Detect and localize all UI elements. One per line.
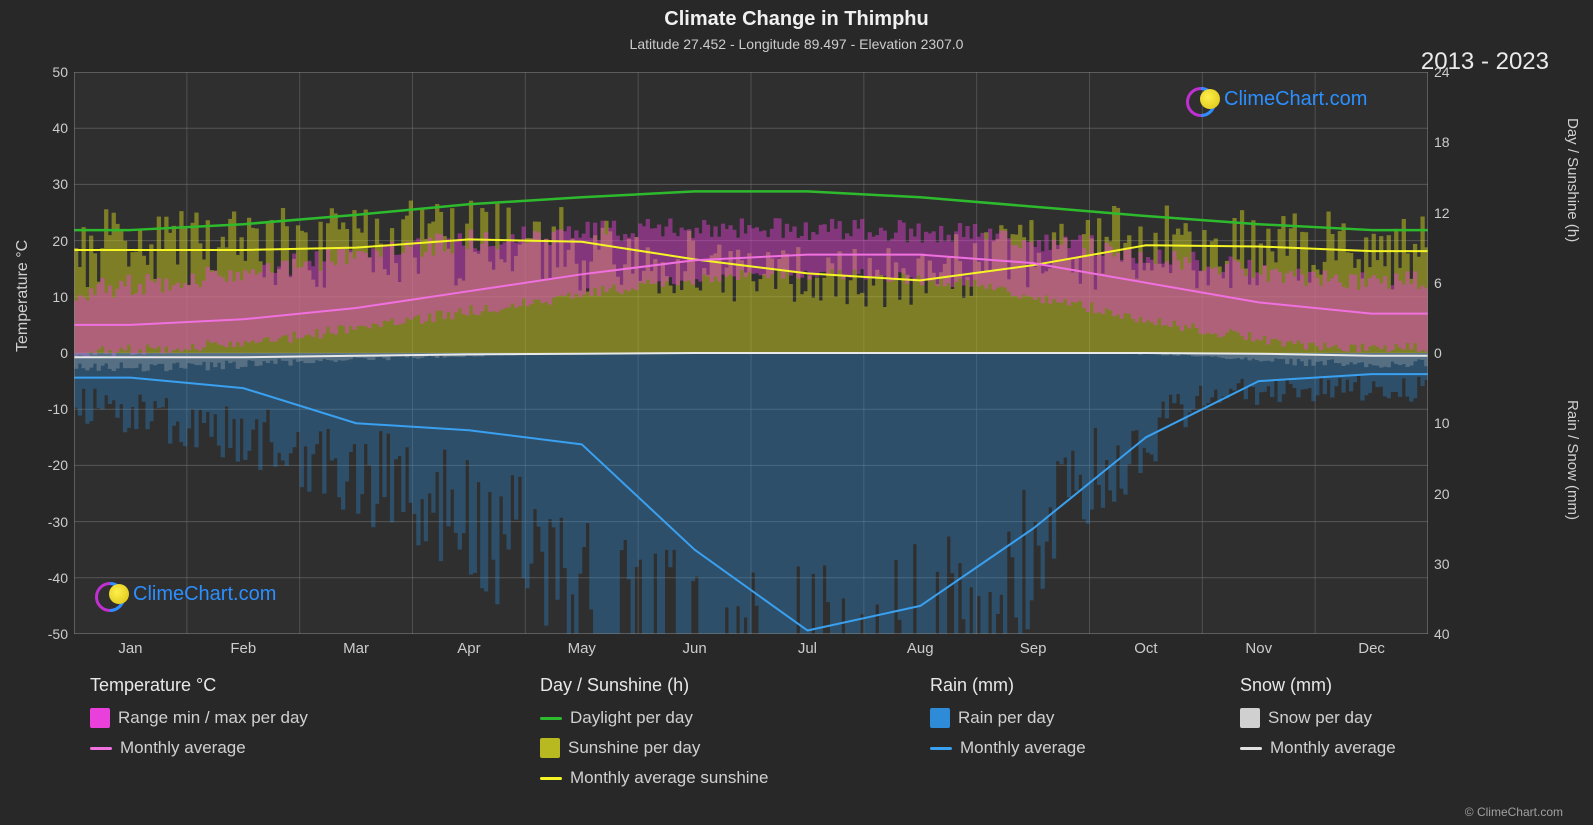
legend-label: Monthly average — [120, 738, 246, 758]
climechart-logo-icon — [1186, 85, 1218, 113]
x-tick-month: Feb — [230, 640, 256, 657]
y-tick-right-mm: 20 — [1434, 486, 1450, 502]
climechart-logo-text: ClimeChart.com — [1224, 88, 1367, 111]
copyright: © ClimeChart.com — [1465, 805, 1563, 819]
legend-item: Monthly average — [930, 738, 1220, 758]
legend-heading: Snow (mm) — [1240, 675, 1530, 696]
legend-label: Range min / max per day — [118, 708, 308, 728]
y-tick-left: -30 — [24, 514, 68, 530]
x-tick-month: Oct — [1134, 640, 1157, 657]
legend-line-icon — [540, 777, 562, 780]
y-tick-right-mm: 30 — [1434, 556, 1450, 572]
y-tick-left: 30 — [24, 176, 68, 192]
legend-item: Snow per day — [1240, 708, 1530, 728]
y-tick-left: -20 — [24, 457, 68, 473]
legend-item: Monthly average — [90, 738, 520, 758]
legend-line-icon — [90, 747, 112, 750]
y-tick-left: -10 — [24, 401, 68, 417]
y-tick-left: 20 — [24, 233, 68, 249]
y-tick-right-hours: 12 — [1434, 205, 1450, 221]
y-tick-left: 40 — [24, 120, 68, 136]
legend-line-icon — [930, 747, 952, 750]
y-tick-right-hours: 18 — [1434, 134, 1450, 150]
y-tick-right-hours: 24 — [1434, 64, 1450, 80]
y-tick-left: 10 — [24, 289, 68, 305]
y-tick-right-mm: 40 — [1434, 626, 1450, 642]
y-tick-right-hours: 6 — [1434, 275, 1442, 291]
legend-label: Sunshine per day — [568, 738, 700, 758]
legend-heading: Temperature °C — [90, 675, 520, 696]
legend-item: Monthly average — [1240, 738, 1530, 758]
legend-label: Daylight per day — [570, 708, 693, 728]
y-tick-left: 0 — [24, 345, 68, 361]
legend-column: Day / Sunshine (h) Daylight per day Sunshi… — [540, 675, 910, 788]
legend-label: Snow per day — [1268, 708, 1372, 728]
y-axis-right-bottom-label: Rain / Snow (mm) — [1564, 400, 1581, 520]
x-tick-month: Nov — [1245, 640, 1272, 657]
legend-label: Monthly average — [960, 738, 1086, 758]
y-tick-right-mm: 10 — [1434, 415, 1450, 431]
plot-svg — [74, 72, 1428, 634]
x-tick-month: Apr — [457, 640, 480, 657]
chart-title: Climate Change in Thimphu — [0, 8, 1593, 31]
legend-swatch-icon — [90, 708, 110, 728]
x-tick-month: Aug — [907, 640, 934, 657]
climechart-logo: ClimeChart.com — [95, 580, 276, 608]
y-tick-left: 50 — [24, 64, 68, 80]
legend-item: Daylight per day — [540, 708, 910, 728]
x-tick-month: Jul — [798, 640, 817, 657]
legend-heading: Rain (mm) — [930, 675, 1220, 696]
legend-column: Snow (mm) Snow per day Monthly average — [1240, 675, 1530, 788]
y-tick-left: -40 — [24, 570, 68, 586]
legend: Temperature °C Range min / max per day Mon… — [90, 675, 1553, 788]
legend-swatch-icon — [540, 738, 560, 758]
y-axis-right-top-label: Day / Sunshine (h) — [1564, 118, 1581, 242]
x-tick-month: Sep — [1020, 640, 1047, 657]
x-tick-month: Dec — [1358, 640, 1385, 657]
legend-label: Monthly average sunshine — [570, 768, 768, 788]
climechart-logo-icon — [95, 580, 127, 608]
legend-swatch-icon — [930, 708, 950, 728]
legend-item: Rain per day — [930, 708, 1220, 728]
x-tick-month: Jan — [118, 640, 142, 657]
x-tick-month: Jun — [682, 640, 706, 657]
plot-area — [74, 72, 1428, 634]
y-tick-right-hours: 0 — [1434, 345, 1442, 361]
legend-swatch-icon — [1240, 708, 1260, 728]
chart-container: Climate Change in Thimphu Latitude 27.45… — [0, 0, 1593, 825]
legend-label: Monthly average — [1270, 738, 1396, 758]
legend-item: Monthly average sunshine — [540, 768, 910, 788]
y-tick-left: -50 — [24, 626, 68, 642]
legend-item: Range min / max per day — [90, 708, 520, 728]
chart-subtitle: Latitude 27.452 - Longitude 89.497 - Ele… — [0, 36, 1593, 52]
legend-column: Temperature °C Range min / max per day Mon… — [90, 675, 520, 788]
legend-line-icon — [1240, 747, 1262, 750]
climechart-logo-text: ClimeChart.com — [133, 583, 276, 606]
climechart-logo: ClimeChart.com — [1186, 85, 1367, 113]
legend-heading: Day / Sunshine (h) — [540, 675, 910, 696]
legend-line-icon — [540, 717, 562, 720]
x-tick-month: May — [568, 640, 596, 657]
legend-item: Sunshine per day — [540, 738, 910, 758]
legend-column: Rain (mm) Rain per day Monthly average — [930, 675, 1220, 788]
legend-label: Rain per day — [958, 708, 1054, 728]
x-tick-month: Mar — [343, 640, 369, 657]
